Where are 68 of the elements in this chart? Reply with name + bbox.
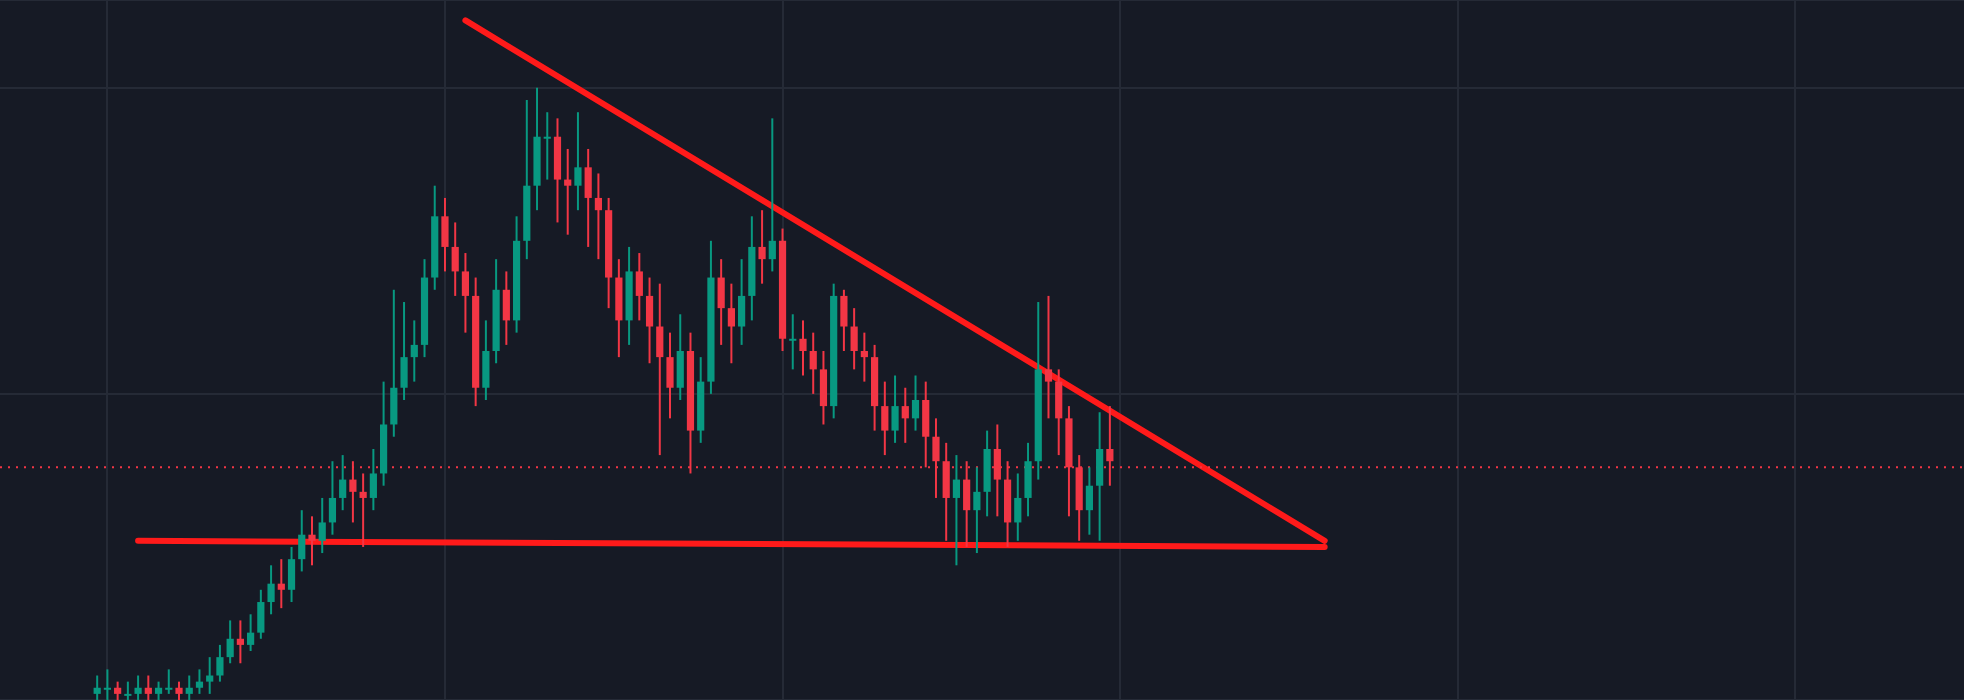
candlestick [768,117,776,273]
candlestick [134,674,142,700]
candlestick [881,380,889,457]
candlestick [277,558,285,610]
candlestick [666,331,674,420]
candlestick [308,515,316,567]
candlestick [574,111,582,212]
candlestick [952,454,961,567]
candlestick [789,313,797,371]
candlestick [257,588,265,640]
candlestick [615,258,623,359]
candlestick [564,147,572,236]
candlestick [410,319,418,383]
candlestick [441,196,449,273]
candlestick [758,209,766,285]
candlestick [349,460,357,524]
candlestick [502,270,510,346]
candlestick [206,656,214,695]
candlestick [175,680,183,700]
candlestick [369,447,377,512]
candlestick [287,545,296,604]
candlestick [318,496,326,555]
candlestick [144,674,152,700]
candlestick [645,276,654,365]
candlestick [983,429,991,518]
candlestick [799,319,807,377]
candlestick [195,668,204,695]
candlestick [584,147,592,248]
candlestick [359,472,367,548]
candlestick [298,509,306,573]
candlestick [809,331,817,395]
candlestick [860,331,868,383]
candlestick [328,460,337,536]
candlestick [451,221,459,297]
candlestick [226,619,234,665]
candlestick [973,466,981,555]
candlestick [553,117,562,224]
candlestick [656,282,664,457]
candlestick [124,680,132,700]
candlestick [891,374,899,444]
candlestick [185,674,193,700]
candlestick [247,613,255,653]
candlestick [727,282,735,365]
candlestick [267,564,275,616]
candlestick [676,313,684,401]
candlestick [1044,294,1053,420]
candlestick [594,172,603,261]
candlestick [911,374,920,432]
candlestick [1014,472,1022,542]
candlestick [1055,368,1063,457]
candlestick [1096,411,1104,542]
candlestick [461,252,470,334]
candlestick [635,252,643,322]
candlestick [850,307,858,371]
candlestick [901,386,909,444]
candlestick [840,288,848,353]
candlestick [819,350,828,426]
candlestick [1085,466,1094,536]
candlestick [114,680,122,700]
candlestick [482,319,490,401]
candlestick [339,454,347,512]
candlestick [1024,441,1032,518]
candlestick [717,258,725,346]
candlestick [400,301,408,401]
candlestick [738,258,746,346]
candlestick [216,643,224,683]
candlestick [236,619,244,665]
candlestick [390,288,398,438]
